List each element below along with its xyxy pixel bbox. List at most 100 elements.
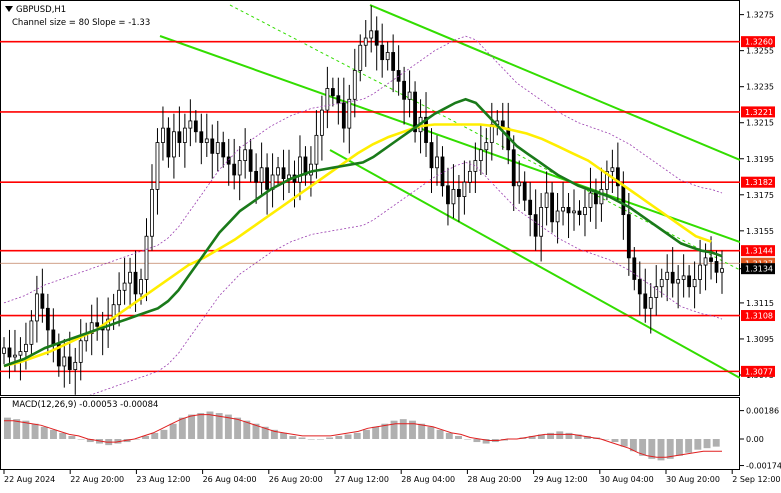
band-upper	[3, 35, 723, 304]
candle-body	[309, 163, 313, 176]
main-plot-area	[0, 4, 740, 395]
macd-histogram-bar	[602, 439, 610, 440]
macd-histogram-bar	[280, 432, 288, 439]
macd-histogram-bar	[59, 432, 67, 439]
candle-body	[34, 293, 39, 322]
level-price-tag	[741, 365, 775, 377]
candle-body	[155, 142, 160, 190]
macd-histogram-bar	[363, 429, 370, 439]
candle-body	[13, 354, 17, 358]
candle-body	[588, 192, 593, 208]
candle-body	[572, 210, 576, 214]
level-price-tag-label: 1.3144	[745, 247, 773, 256]
candle-body	[637, 279, 642, 295]
candle-body	[89, 322, 94, 334]
candle-body	[188, 120, 193, 129]
candle-body	[681, 275, 686, 280]
candle-body	[40, 293, 45, 309]
candle-body	[654, 286, 659, 298]
candle-body	[643, 293, 648, 309]
candle-body	[298, 156, 302, 183]
macd-histogram-bar	[151, 432, 159, 439]
candle-body	[676, 279, 681, 284]
macd-histogram-bar	[639, 439, 647, 456]
x-tick-label: 30 Aug 04:00	[600, 475, 654, 484]
candle-body	[473, 160, 478, 172]
channel-line	[159, 35, 740, 243]
y-tick-label: 1.3195	[746, 155, 774, 164]
level-price-tag	[741, 310, 775, 322]
macd-histogram-bar	[427, 426, 435, 439]
candle-body	[385, 52, 390, 61]
macd-histogram-bar	[353, 432, 361, 439]
macd-histogram-bar	[142, 435, 149, 439]
candle-body	[374, 30, 379, 46]
candle-body	[117, 289, 121, 306]
macd-histogram-bar	[316, 439, 324, 440]
macd-histogram-bar	[455, 435, 462, 439]
macd-signal-line	[4, 414, 722, 458]
macd-histogram-bar	[224, 414, 232, 439]
candle-body	[605, 170, 609, 190]
candle-body	[336, 95, 341, 104]
triangle-down-icon[interactable]	[5, 6, 13, 12]
macd-histogram-bar	[666, 439, 674, 459]
ma-slow-line	[3, 123, 712, 368]
macd-histogram-bar	[712, 439, 720, 447]
macd-histogram-bar	[583, 435, 591, 439]
candle-body	[720, 268, 724, 273]
candle-body	[7, 347, 12, 358]
candle-body	[128, 271, 132, 284]
candle-body	[330, 88, 335, 97]
candle-body	[467, 170, 472, 183]
x-tick-label: 23 Aug 12:00	[136, 475, 190, 484]
candle-body	[352, 70, 357, 100]
candle-body	[544, 192, 549, 208]
candle-body	[615, 167, 620, 187]
candle-body	[199, 131, 204, 143]
macd-histogram-bar	[372, 426, 380, 439]
level-price-tag-label: 1.3108	[745, 312, 773, 321]
macd-histogram-bar	[307, 439, 315, 440]
macd-histogram-bar	[243, 420, 251, 439]
macd-histogram-bar	[31, 423, 39, 439]
macd-histogram-bar	[381, 423, 389, 439]
macd-histogram-bar	[556, 431, 564, 439]
candle-body	[122, 282, 127, 291]
macd-histogram-bar	[344, 434, 352, 439]
macd-histogram-bar	[215, 413, 223, 439]
candle-body	[18, 351, 23, 356]
level-price-tag	[741, 36, 775, 48]
macd-histogram-bar	[611, 439, 619, 443]
candle-body	[539, 207, 544, 237]
macd-histogram-bar	[68, 435, 76, 439]
candle-body	[281, 167, 286, 179]
candle-body	[254, 170, 259, 183]
macd-histogram-bar	[270, 429, 278, 439]
macd-histogram-bar	[77, 439, 85, 440]
candle-body	[369, 30, 374, 39]
candle-body	[237, 160, 242, 176]
main-plot-frame	[0, 0, 740, 396]
chart-title-block: GBPUSD,H1 Channel size = 80 Slope = -1.3…	[5, 5, 150, 28]
macd-histogram-bar	[261, 426, 269, 439]
candle-body	[599, 188, 604, 205]
macd-histogram-bar	[335, 435, 343, 439]
x-tick-label: 22 Aug 20:00	[70, 475, 124, 484]
candle-body	[566, 207, 571, 214]
candle-body	[161, 127, 165, 143]
candle-body	[363, 37, 368, 46]
y-tick-label: 1.3095	[746, 335, 774, 344]
macd-histogram-bar	[326, 437, 334, 439]
y-tick-label: 1.3255	[746, 47, 774, 56]
candle-body	[670, 271, 675, 284]
candle-body	[78, 340, 83, 363]
chart-subtitle: Channel size = 80 Slope = -1.33	[12, 18, 150, 28]
macd-histogram-bar	[703, 439, 711, 449]
candle-body	[429, 142, 434, 169]
macd-histogram-bar	[574, 434, 582, 439]
macd-histogram-bar	[40, 426, 48, 439]
candle-body	[243, 149, 248, 161]
macd-histogram-bar	[694, 439, 702, 450]
